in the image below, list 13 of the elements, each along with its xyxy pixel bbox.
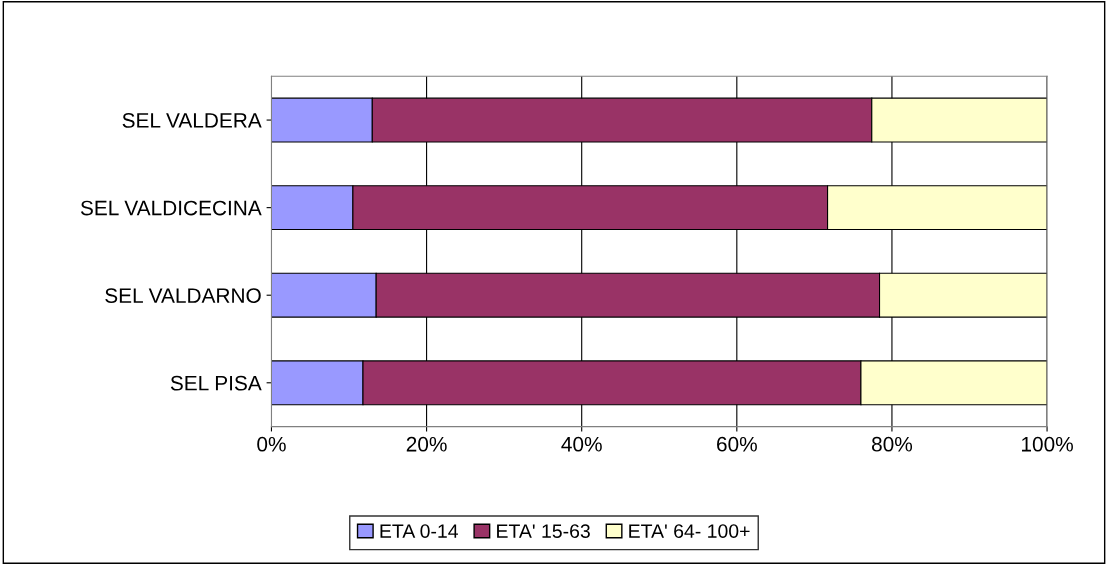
x-tick-label: 0% [257,436,286,452]
x-tick-label: 20% [406,436,447,452]
legend-label: ETA' 15-63 [497,524,590,539]
x-tick-label: 40% [561,436,602,452]
y-tick-label: SEL VALDERA [122,113,262,128]
y-tick-label: SEL VALDARNO [105,288,261,303]
x-tick-label: 60% [717,436,757,452]
legend-label: ETA 0-14 [380,524,458,539]
legend-label: ETA' 64- 100+ [629,524,750,539]
y-tick-label: SEL PISA [170,375,262,391]
y-tick-label: SEL VALDICECINA [80,200,262,216]
x-tick-label: 80% [872,436,913,452]
x-tick-label: 100% [1022,436,1073,452]
